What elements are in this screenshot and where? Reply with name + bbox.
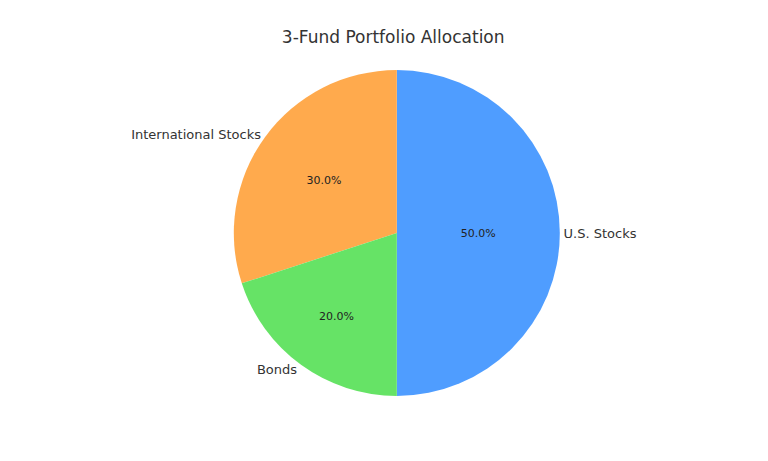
svg-text:3-Fund Portfolio Allocation: 3-Fund Portfolio Allocation [282, 27, 505, 47]
svg-text:20.0%: 20.0% [319, 310, 354, 323]
svg-text:Bonds: Bonds [257, 362, 297, 377]
svg-text:30.0%: 30.0% [306, 174, 341, 187]
svg-text:International Stocks: International Stocks [131, 127, 261, 142]
svg-text:U.S. Stocks: U.S. Stocks [564, 226, 637, 241]
svg-text:50.0%: 50.0% [461, 227, 496, 240]
